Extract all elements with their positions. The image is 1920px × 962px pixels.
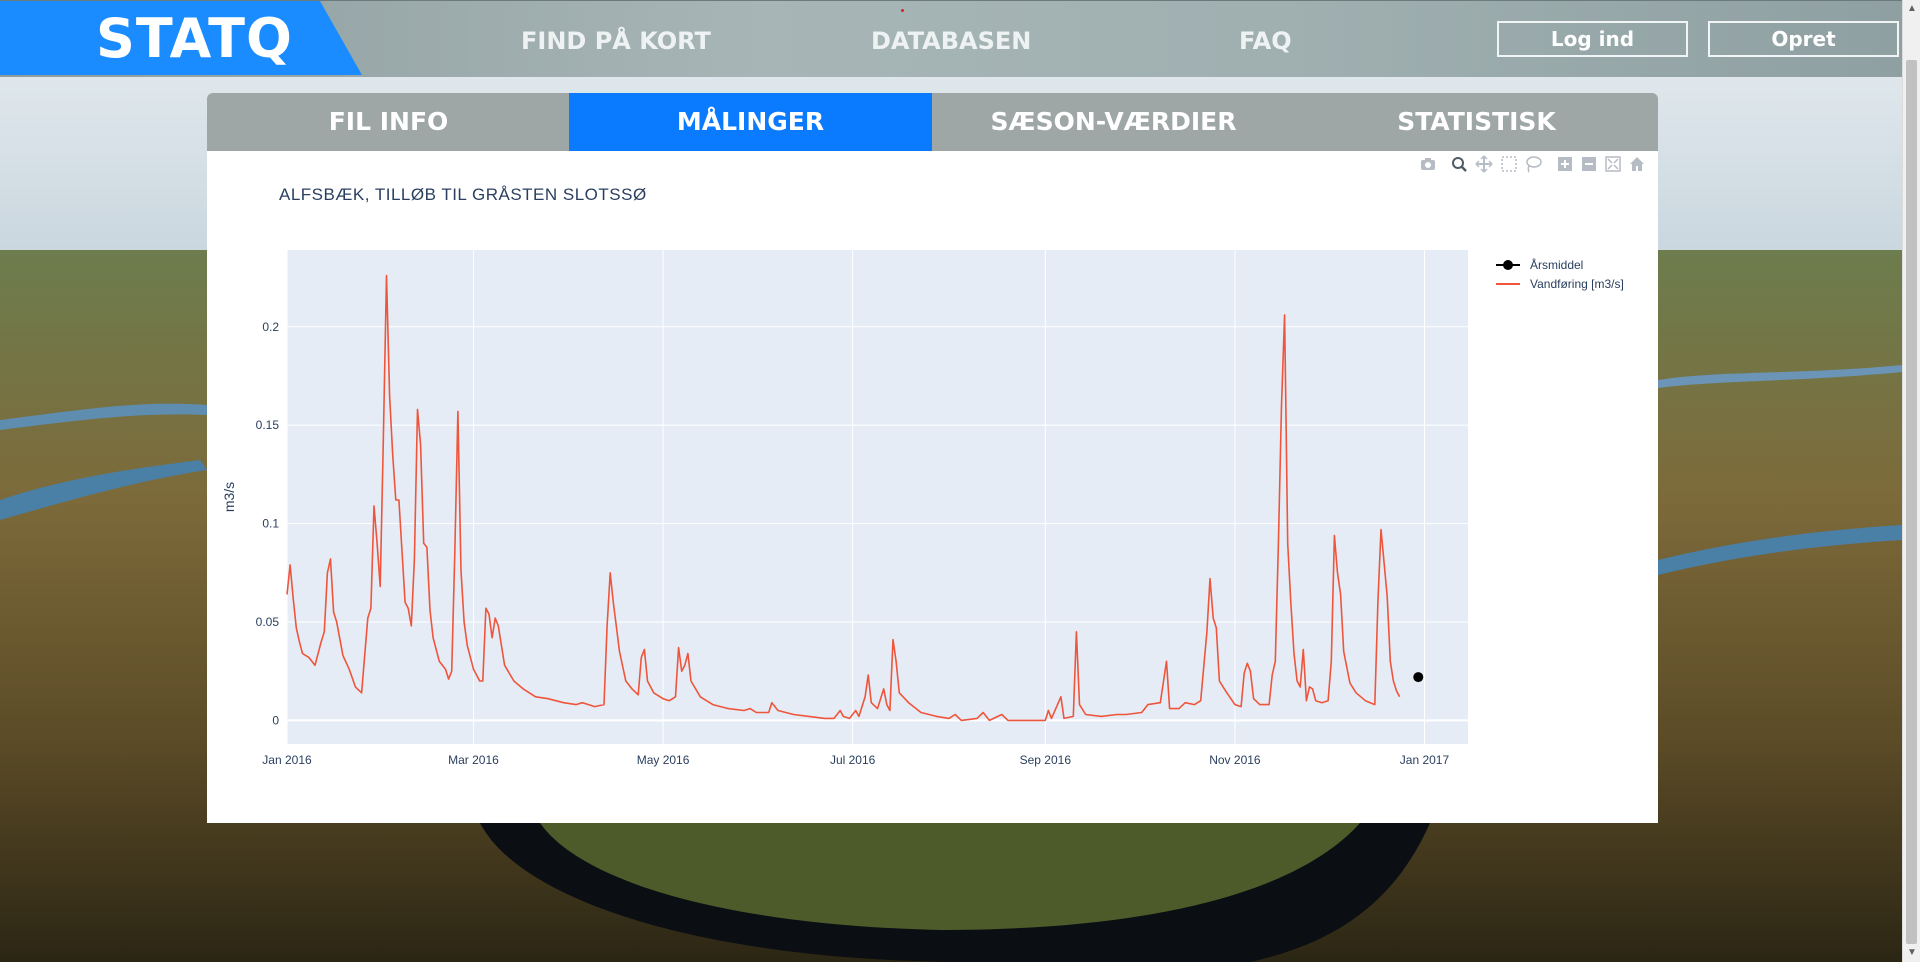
page-scrollbar[interactable]: ▲ ▼ [1902, 0, 1920, 962]
zoom-in-icon[interactable] [1556, 155, 1574, 173]
logo-text: STATQ [96, 7, 293, 70]
y-tick-label: 0 [272, 713, 279, 727]
x-tick-label: Jan 2017 [1400, 753, 1450, 767]
zoom-out-icon[interactable] [1580, 155, 1598, 173]
pan-icon[interactable] [1475, 155, 1493, 173]
indicator-dot [901, 9, 904, 12]
y-tick-label: 0.2 [262, 320, 279, 334]
tab-maalinger[interactable]: MÅLINGER [569, 93, 932, 151]
camera-icon[interactable] [1419, 155, 1437, 173]
x-axis: Jan 2016 Mar 2016 May 2016 Jul 2016 Sep 2016… [262, 753, 1449, 767]
x-tick-label: May 2016 [637, 753, 690, 767]
x-tick-label: Jul 2016 [830, 753, 876, 767]
y-axis: 0 0.05 0.1 0.15 0.2 [256, 320, 280, 728]
series-layer [286, 274, 1424, 722]
x-tick-label: Jan 2016 [262, 753, 312, 767]
y-tick-label: 0.15 [256, 418, 280, 432]
legend-label-aarsmiddel[interactable]: Årsmiddel [1530, 257, 1583, 272]
scroll-thumb[interactable] [1906, 60, 1917, 944]
nav-databasen[interactable]: DATABASEN [871, 27, 1032, 55]
tab-statistisk[interactable]: STATISTISK [1397, 107, 1556, 136]
y-axis-label: m3/s [221, 482, 237, 512]
top-navbar: STATQ FIND PÅ KORT DATABASEN FAQ Log ind… [0, 0, 1902, 77]
login-button[interactable]: Log ind [1497, 21, 1688, 57]
lasso-icon[interactable] [1524, 155, 1542, 173]
tab-fil-info[interactable]: FIL INFO [328, 107, 449, 136]
plot-area[interactable] [287, 250, 1468, 744]
signup-button[interactable]: Opret [1708, 21, 1899, 57]
nav-faq[interactable]: FAQ [1239, 27, 1292, 55]
autoscale-icon[interactable] [1604, 155, 1622, 173]
tab-saeson-vaerdier[interactable]: SÆSON-VÆRDIER [990, 107, 1237, 136]
chart-title: ALFSBÆK, TILLØB TIL GRÅSTEN SLOTSSØ [279, 185, 647, 204]
scroll-up-arrow-icon[interactable]: ▲ [1907, 3, 1917, 14]
series-line-vandfoering [286, 274, 1401, 722]
grid-lines [286, 250, 1468, 744]
x-tick-label: Sep 2016 [1020, 753, 1072, 767]
discharge-chart[interactable]: ALFSBÆK, TILLØB TIL GRÅSTEN SLOTSSØ 0 0.0… [207, 151, 1658, 823]
logo[interactable]: STATQ [0, 1, 362, 75]
scroll-down-arrow-icon[interactable]: ▼ [1907, 947, 1917, 958]
y-tick-label: 0.1 [262, 517, 279, 531]
x-tick-label: Mar 2016 [448, 753, 499, 767]
tab-bar: FIL INFO MÅLINGER SÆSON-VÆRDIER STATISTI… [207, 93, 1658, 151]
box-select-icon[interactable] [1500, 155, 1518, 173]
nav-find-paa-kort[interactable]: FIND PÅ KORT [521, 27, 711, 55]
x-tick-label: Nov 2016 [1209, 753, 1261, 767]
series-marker-aarsmiddel [1413, 672, 1424, 683]
zoom-icon[interactable] [1450, 155, 1468, 173]
legend-symbol-aarsmiddel-marker [1503, 260, 1513, 270]
reset-axes-icon[interactable] [1628, 155, 1646, 173]
legend[interactable]: Årsmiddel Vandføring [m3/s] [1496, 257, 1624, 291]
y-tick-label: 0.05 [256, 615, 280, 629]
legend-label-vandfoering[interactable]: Vandføring [m3/s] [1530, 277, 1624, 291]
